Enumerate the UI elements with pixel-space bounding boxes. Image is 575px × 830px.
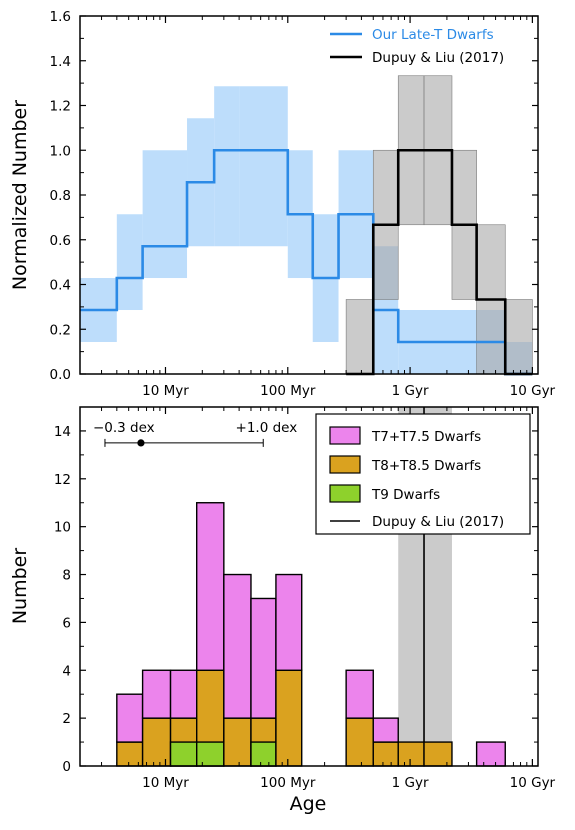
top-panel: 0.0 0.2 0.4 0.6 0.8 1.0 1.2 1.4 1.6 10 Myr 100 My… <box>9 9 556 399</box>
band-our-late-t-4 <box>214 86 240 247</box>
legend-label-our-late-t: Our Late-T Dwarfs <box>372 27 494 43</box>
bottom-x-tick-label: 100 Myr <box>260 775 316 791</box>
bar-t8-4 <box>223 717 252 767</box>
band-dupuy-liu-6 <box>504 299 533 375</box>
top-y-tick-label: 0.0 <box>50 367 71 383</box>
bottom-y-tick-label: 2 <box>62 711 71 727</box>
bottom-y-tick-label: 0 <box>62 759 71 775</box>
bar-t8-8 <box>372 741 399 767</box>
bar-t7-5 <box>250 597 277 719</box>
band-our-late-t-2 <box>142 150 188 279</box>
bar-t8-7 <box>345 717 374 767</box>
top-x-tick-label: 10 Myr <box>142 383 189 399</box>
band-our-late-t-5 <box>239 86 288 247</box>
error-bar-lower-label: −0.3 dex <box>93 420 155 436</box>
bar-t7-7 <box>345 669 374 719</box>
bar-t8-9 <box>397 741 425 767</box>
bottom-y-tick-label: 6 <box>62 615 71 631</box>
bottom-plot-frame <box>79 406 539 767</box>
bottom-stacked-bars <box>116 502 506 767</box>
bottom-y-tick-label: 14 <box>54 424 71 440</box>
bottom-x-tick-label: 1 Gyr <box>392 775 429 791</box>
bottom-y-axis: 0 2 4 6 8 10 12 14 <box>54 406 538 775</box>
bar-t9-2 <box>169 741 198 767</box>
bottom-error-bar: −0.3 dex +1.0 dex <box>93 420 297 447</box>
error-bar-upper-label: +1.0 dex <box>236 420 298 436</box>
top-y-tick-label: 1.4 <box>50 54 71 70</box>
bar-t7-1 <box>141 669 172 719</box>
step-line-our-late-t <box>80 148 533 376</box>
bar-t7-3 <box>196 502 225 671</box>
bottom-y-tick-label: 10 <box>54 520 71 536</box>
legend-swatch-t9 <box>329 484 361 503</box>
bottom-x-axis-label: Age <box>290 793 327 815</box>
band-our-late-t-1 <box>116 214 143 311</box>
bar-t7-11 <box>475 741 506 767</box>
bottom-legend: T7+T7.5 Dwarfs T8+T8.5 Dwarfs T9 Dwarfs … <box>315 413 531 535</box>
bar-t7-6 <box>275 573 303 671</box>
top-x-tick-label: 100 Myr <box>260 383 316 399</box>
top-y-axis: 0.0 0.2 0.4 0.6 0.8 1.0 1.2 1.4 1.6 <box>50 9 538 383</box>
top-y-axis-label: Normalized Number <box>9 100 31 290</box>
error-bar-point <box>137 439 145 447</box>
bar-t8-10 <box>423 741 453 767</box>
top-y-tick-label: 1.0 <box>50 143 71 159</box>
top-step-lines <box>80 148 533 376</box>
legend-label-dupuy-liu-bottom: Dupuy & Liu (2017) <box>372 514 504 530</box>
legend-label-t7: T7+T7.5 Dwarfs <box>371 429 481 445</box>
top-plot-frame <box>79 15 539 375</box>
bar-t9-5 <box>250 741 277 767</box>
top-x-tick-label: 10 Gyr <box>510 383 556 399</box>
band-dupuy-liu-0 <box>345 299 374 375</box>
step-line-dupuy-liu <box>346 148 533 376</box>
bottom-y-axis-label: Number <box>9 548 31 625</box>
top-x-tick-label: 1 Gyr <box>392 383 429 399</box>
bottom-panel: −0.3 dex +1.0 dex 0 2 4 6 8 10 12 14 10 Myr 100 M… <box>9 406 556 815</box>
top-y-tick-label: 0.6 <box>50 233 71 249</box>
bottom-x-tick-label: 10 Myr <box>142 775 189 791</box>
top-y-tick-label: 1.2 <box>50 99 71 115</box>
bottom-x-tick-label: 10 Gyr <box>510 775 556 791</box>
bar-t8-1 <box>141 717 172 767</box>
bar-t7-0 <box>116 693 144 743</box>
bottom-y-tick-label: 12 <box>54 472 71 488</box>
legend-label-t8: T8+T8.5 Dwarfs <box>371 458 481 474</box>
top-y-tick-label: 0.4 <box>50 278 71 294</box>
legend-label-dupuy-liu: Dupuy & Liu (2017) <box>372 50 504 66</box>
bar-t7-8 <box>372 717 399 743</box>
legend-swatch-t7 <box>329 426 361 445</box>
top-x-axis: 10 Myr 100 Myr 1 Gyr 10 Gyr <box>79 16 556 399</box>
bottom-y-tick-label: 8 <box>62 568 71 584</box>
legend-label-t9: T9 Dwarfs <box>371 487 440 503</box>
top-y-tick-label: 0.8 <box>50 188 71 204</box>
top-y-tick-label: 0.2 <box>50 322 71 338</box>
top-legend: Our Late-T Dwarfs Dupuy & Liu (2017) <box>330 27 504 66</box>
bar-t8-6 <box>275 669 303 767</box>
top-y-tick-label: 1.6 <box>50 9 71 25</box>
bar-t7-4 <box>223 573 252 719</box>
bottom-y-tick-label: 4 <box>62 663 71 679</box>
bar-t9-3 <box>196 741 225 767</box>
bar-t7-2 <box>169 669 198 719</box>
legend-swatch-t8 <box>329 455 361 474</box>
